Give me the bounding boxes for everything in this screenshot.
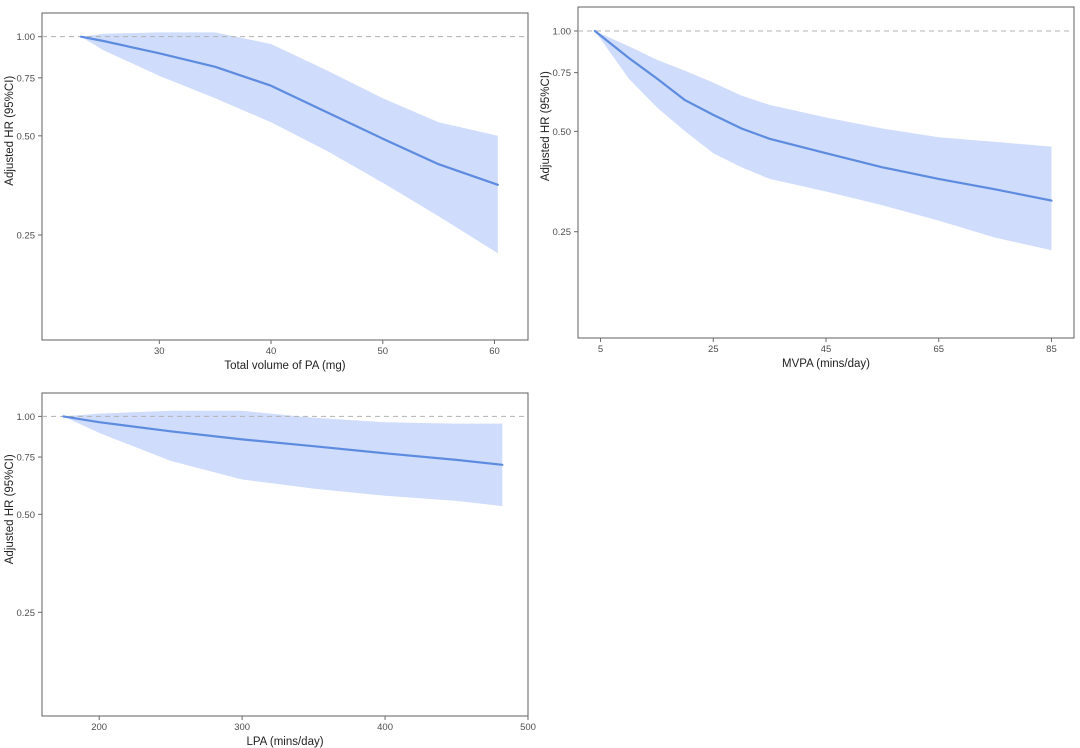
x-axis-label: Total volume of PA (mg) xyxy=(224,360,345,372)
x-tick-label: 200 xyxy=(91,722,107,733)
x-tick-label: 50 xyxy=(377,346,388,357)
x-tick-label: 85 xyxy=(1046,344,1057,355)
x-tick-label: 5 xyxy=(598,344,603,355)
x-tick-label: 300 xyxy=(234,722,250,733)
y-tick-label: 0.25 xyxy=(17,230,36,241)
y-tick-label: 0.50 xyxy=(553,127,572,138)
confidence-band xyxy=(81,32,498,254)
x-tick-label: 45 xyxy=(821,344,832,355)
x-tick-label: 40 xyxy=(266,346,277,357)
chart-panel-2: 0.25 0.50 0.75 1.00 5 25 45 65 85 MVPA (mins/day)… xyxy=(540,6,1075,370)
x-tick-label: 30 xyxy=(154,346,165,357)
y-tick-label: 0.75 xyxy=(17,453,36,464)
y-tick-label: 1.00 xyxy=(17,412,36,423)
x-tick-label: 500 xyxy=(520,722,536,733)
confidence-band xyxy=(594,31,1052,251)
hr-curve xyxy=(593,29,1053,202)
chart-panel-1: 0.25 0.50 0.75 1.00 30 40 50 60 Total volume of … xyxy=(4,12,529,372)
y-axis-label: Adjusted HR (95%CI) xyxy=(4,76,16,186)
chart-panel-3: 0.25 0.50 0.75 1.00 200 300 400 500 LPA (mins/da… xyxy=(4,392,536,748)
x-tick-label: 60 xyxy=(489,346,500,357)
y-axis-label: Adjusted HR (95%CI) xyxy=(4,454,16,564)
x-tick-label: 400 xyxy=(377,722,393,733)
x-tick-label: 25 xyxy=(708,344,719,355)
y-axis-label: Adjusted HR (95%CI) xyxy=(540,71,552,181)
confidence-band xyxy=(63,410,503,507)
hr-curve xyxy=(80,35,499,186)
y-tick-label: 0.75 xyxy=(553,68,572,79)
y-tick-label: 0.75 xyxy=(17,73,36,84)
y-tick-label: 1.00 xyxy=(17,32,36,43)
y-tick-label: 1.00 xyxy=(553,26,572,37)
x-axis-label: MVPA (mins/day) xyxy=(782,358,870,370)
y-tick-label: 0.50 xyxy=(17,131,36,142)
x-axis-label: LPA (mins/day) xyxy=(246,736,323,748)
y-tick-label: 0.25 xyxy=(17,608,36,619)
y-tick-label: 0.50 xyxy=(17,510,36,521)
hr-curve xyxy=(62,415,504,466)
x-tick-label: 65 xyxy=(933,344,944,355)
y-tick-label: 0.25 xyxy=(553,227,572,238)
